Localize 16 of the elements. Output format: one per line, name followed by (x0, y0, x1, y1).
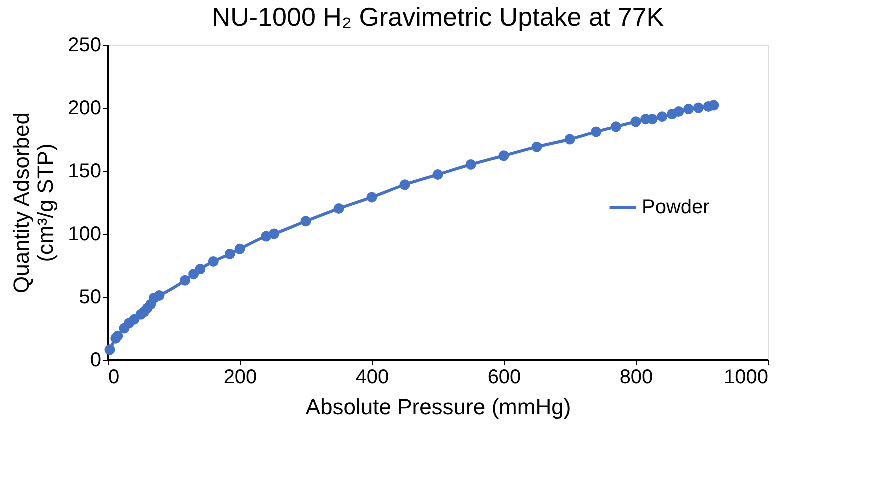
x-tick-label: 400 (356, 366, 390, 388)
x-tick-label: 800 (620, 366, 654, 388)
y-axis-title: Quantity Adsorbed (cm³/g STP) (9, 112, 58, 294)
x-tick-label: 0 (108, 366, 120, 388)
legend-label: Powder (642, 196, 710, 218)
x-tick-label: 200 (224, 366, 258, 388)
y-tick-label: 200 (68, 98, 102, 120)
chart-title: NU-1000 H₂ Gravimetric Uptake at 77K (212, 2, 665, 32)
x-axis-title: Absolute Pressure (mmHg) (306, 394, 572, 420)
y-tick-label: 50 (79, 286, 102, 308)
y-tick-label: 250 (68, 34, 102, 56)
y-tick-label: 100 (68, 224, 102, 246)
y-tick-label: 0 (90, 350, 102, 372)
x-tick-label: 600 (488, 366, 522, 388)
y-tick-label: 150 (68, 160, 102, 182)
x-tick-label: 1000 (724, 366, 768, 388)
